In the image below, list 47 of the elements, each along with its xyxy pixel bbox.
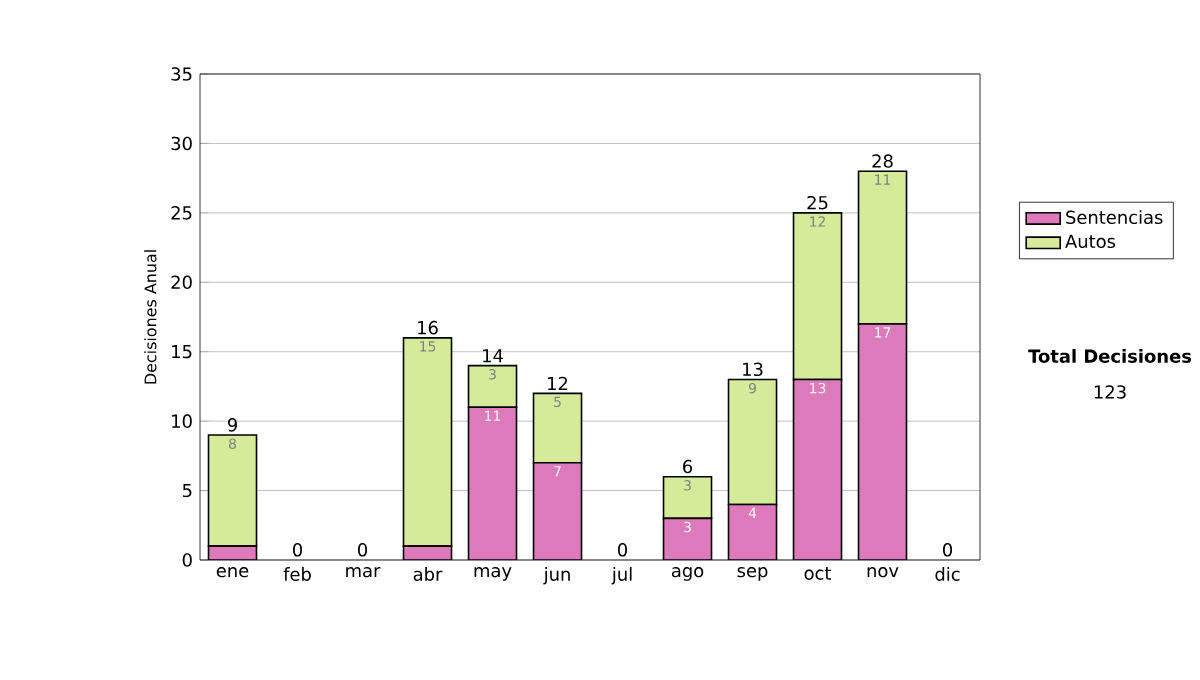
total-label: 9 — [227, 418, 237, 432]
total-label: 13 — [743, 362, 763, 377]
total-label: 0 — [293, 543, 303, 557]
y-tick-label: 35 — [171, 67, 192, 81]
y-tick-label: 10 — [172, 414, 192, 428]
total-label: 12 — [548, 376, 568, 390]
bar — [467, 406, 518, 560]
x-tick-label: oct — [804, 567, 832, 580]
x-tick-label: ago — [671, 567, 704, 581]
y-tick-label: 5 — [182, 483, 192, 498]
bar — [727, 503, 778, 560]
y-tick-label: 20 — [171, 275, 192, 290]
x-tick-label: may — [474, 567, 512, 581]
x-tick-label: nov — [867, 567, 899, 578]
bar — [662, 475, 713, 520]
bar — [662, 517, 713, 560]
legend-label: Autos — [1065, 234, 1116, 249]
y-tick-label: 15 — [172, 345, 192, 359]
total-label: 25 — [807, 195, 828, 210]
x-tick-label: dic — [935, 567, 960, 581]
legend-label: Sentencias — [1066, 210, 1163, 225]
bar — [467, 364, 518, 409]
y-tick-label: 25 — [171, 206, 192, 220]
x-tick-label: feb — [283, 567, 311, 581]
y-tick-label: 0 — [182, 553, 192, 567]
bar — [532, 462, 583, 560]
total-label: 16 — [418, 320, 438, 335]
total-label: 0 — [358, 543, 368, 557]
x-tick-label: sep — [737, 567, 768, 581]
bar — [727, 378, 778, 506]
bar — [402, 337, 453, 547]
text: Total Decisiones — [1028, 349, 1192, 363]
bar — [532, 392, 583, 464]
bar — [857, 323, 908, 560]
total-label: 0 — [943, 543, 953, 557]
text: 123 — [1094, 385, 1126, 399]
total-label: 6 — [683, 459, 693, 474]
x-tick-label: abr — [413, 567, 443, 581]
x-tick-label: ene — [216, 567, 249, 578]
x-tick-label: jul — [611, 567, 632, 585]
total-label: 0 — [618, 543, 628, 557]
total-label: 28 — [872, 154, 893, 168]
x-tick-label: mar — [346, 567, 381, 578]
x-tick-label: jun — [543, 567, 570, 585]
y-tick-label: 30 — [171, 136, 192, 151]
total-label: 14 — [483, 349, 503, 363]
bar — [792, 378, 843, 560]
